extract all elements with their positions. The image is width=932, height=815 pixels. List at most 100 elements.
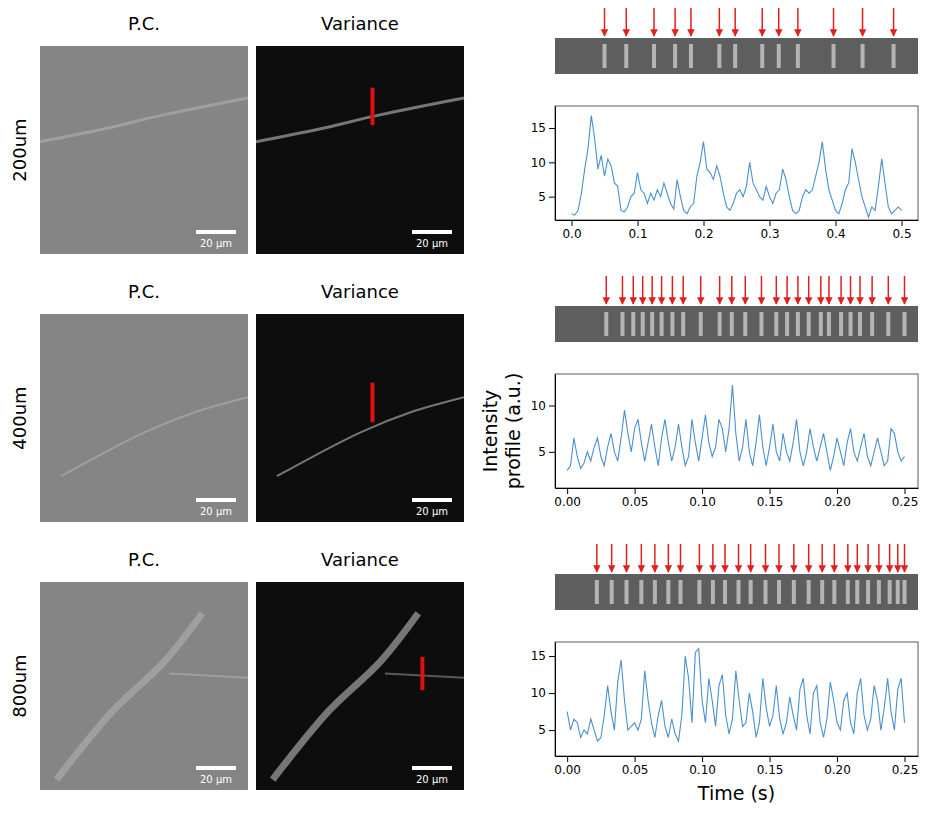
scale-bar-label: 20 μm <box>200 774 232 785</box>
arrow <box>606 276 608 304</box>
x-tick-mark <box>638 220 639 226</box>
x-tick-label: 0.25 <box>892 763 919 777</box>
arrow <box>724 544 726 572</box>
x-tick-label: 0.5 <box>892 227 911 241</box>
x-tick-label: 0.05 <box>622 763 649 777</box>
kymograph-band <box>807 580 811 604</box>
x-tick: 0.25 <box>892 488 919 509</box>
x-tick-mark <box>837 488 838 494</box>
arrow <box>828 276 830 304</box>
scale-bar <box>412 766 452 770</box>
arrow <box>668 544 670 572</box>
image-ground <box>40 46 248 254</box>
x-tick-label: 0.3 <box>760 227 779 241</box>
y-tick: 5 <box>538 445 555 459</box>
kymograph-band <box>660 312 664 336</box>
arrow <box>672 276 674 304</box>
arrow <box>633 276 635 304</box>
y-axis: 51015 <box>531 107 556 221</box>
kymograph-band <box>827 312 831 336</box>
plot-data <box>567 385 904 470</box>
y-tick-label: 5 <box>538 190 546 204</box>
arrow <box>680 544 682 572</box>
row-label: 400um <box>9 386 30 449</box>
arrow <box>750 544 752 572</box>
vessel <box>256 98 464 142</box>
arrow <box>834 544 836 572</box>
x-tick: 0.4 <box>826 220 845 241</box>
arrow <box>734 8 736 36</box>
vessel <box>40 98 248 142</box>
kymograph-band <box>896 580 900 604</box>
y-axis: 51015 <box>531 643 556 757</box>
arrows <box>605 8 894 36</box>
kymograph-band <box>759 312 763 336</box>
arrow <box>776 276 778 304</box>
kymograph-band <box>892 44 896 68</box>
kymograph <box>555 38 918 74</box>
arrow <box>893 8 895 36</box>
arrow <box>642 276 644 304</box>
image-title: P.C. <box>128 281 160 302</box>
y-tick-mark <box>549 452 555 453</box>
arrow <box>719 276 721 304</box>
kymograph <box>555 574 918 610</box>
image-ground <box>256 582 464 790</box>
arrow <box>840 276 842 304</box>
image-title: Variance <box>321 549 399 570</box>
kymograph-band <box>718 312 722 336</box>
arrow <box>808 544 810 572</box>
x-tick: 0.0 <box>562 220 581 241</box>
y-tick-label: 5 <box>538 445 546 459</box>
x-tick-mark <box>905 756 906 762</box>
kymograph-band <box>777 44 781 68</box>
arrow <box>778 544 780 572</box>
scale-bar <box>412 230 452 234</box>
kymograph-band <box>620 312 624 336</box>
kymograph-band <box>749 580 753 604</box>
arrow <box>857 544 859 572</box>
y-tick-label: 10 <box>531 156 546 170</box>
kymograph-band <box>743 312 747 336</box>
x-tick: 0.3 <box>760 220 779 241</box>
x-tick: 0.10 <box>689 488 716 509</box>
kymograph-band <box>641 312 645 336</box>
kymograph-band <box>604 312 608 336</box>
plot-frame <box>555 374 918 488</box>
arrow <box>596 544 598 572</box>
kymograph-ground <box>555 574 918 610</box>
image-title: P.C. <box>128 549 160 570</box>
arrow <box>674 8 676 36</box>
arrow <box>738 544 740 572</box>
plot-frame <box>555 106 918 220</box>
kymograph-band <box>903 580 907 604</box>
kymograph-band <box>697 580 701 604</box>
kymograph-band <box>886 312 890 336</box>
arrow <box>622 276 624 304</box>
kymograph-band <box>737 580 741 604</box>
y-tick: 10 <box>531 399 555 413</box>
x-tick-label: 0.05 <box>622 495 649 509</box>
x-tick: 0.5 <box>892 220 911 241</box>
intensity-line <box>572 116 902 218</box>
arrow <box>847 544 849 572</box>
image-ground <box>256 314 464 522</box>
x-tick-label: 0.2 <box>694 227 713 241</box>
x-tick: 0.20 <box>824 756 851 777</box>
kymograph-band <box>785 312 789 336</box>
kymograph-band <box>670 312 674 336</box>
arrow <box>889 544 891 572</box>
kymograph-band <box>631 312 635 336</box>
kymograph-band <box>839 312 843 336</box>
arrow <box>808 276 810 304</box>
arrow <box>793 544 795 572</box>
kymograph-band <box>861 44 865 68</box>
x-tick: 0.15 <box>757 756 784 777</box>
y-tick-mark <box>549 693 555 694</box>
kymograph-band <box>730 312 734 336</box>
x-tick-label: 0.20 <box>824 763 851 777</box>
kymograph-band <box>595 580 599 604</box>
x-axis-line <box>556 756 919 757</box>
arrow <box>641 544 643 572</box>
x-tick-mark <box>836 220 837 226</box>
